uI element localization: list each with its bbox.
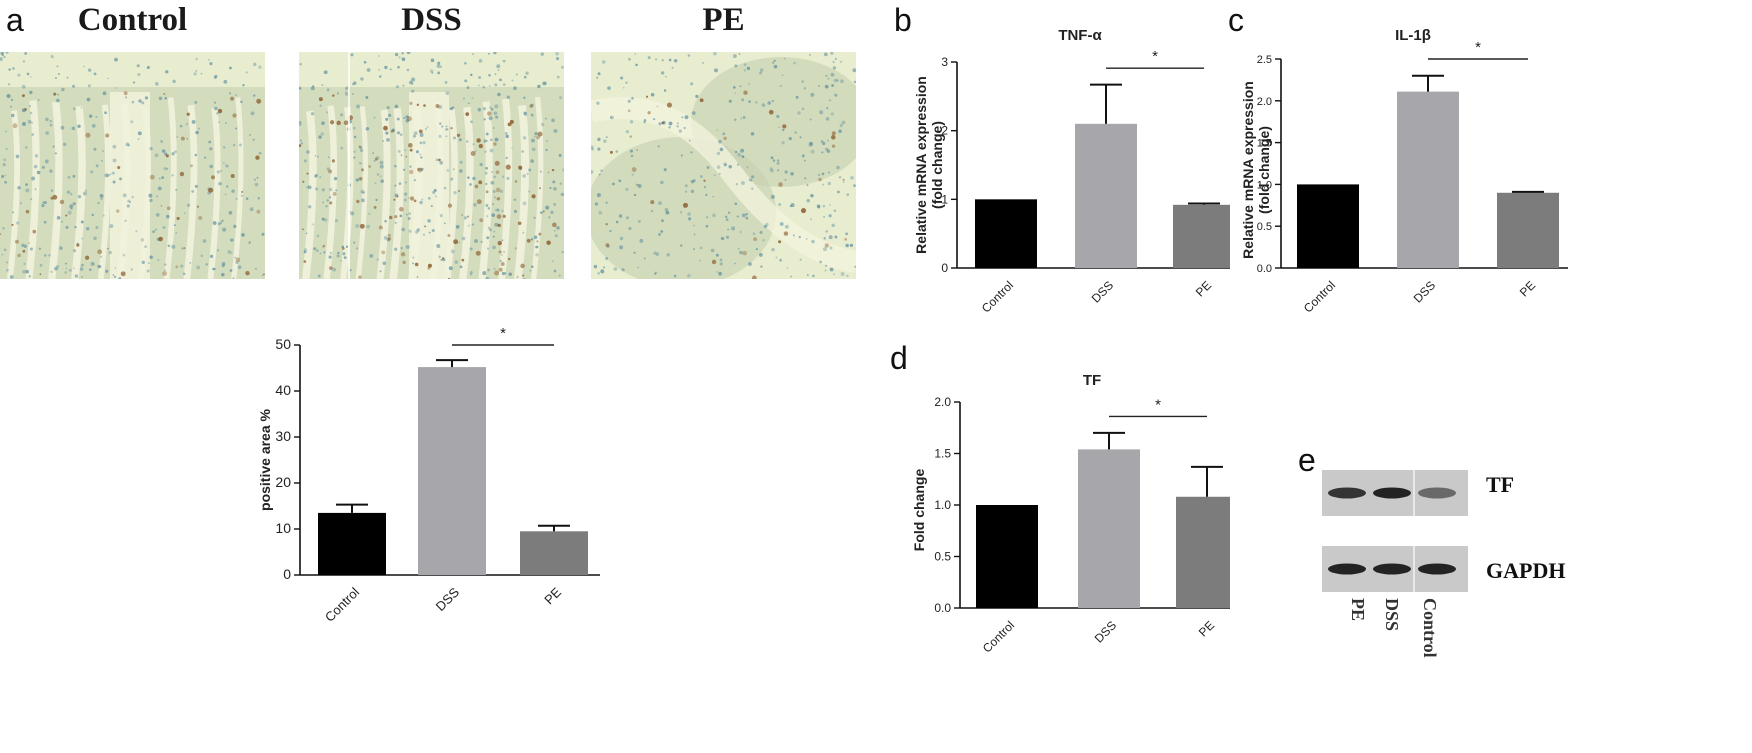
category-label: PE xyxy=(1193,278,1214,299)
significance-marker: * xyxy=(1155,396,1161,413)
panel-label-c: c xyxy=(1228,2,1244,38)
bar-pe xyxy=(520,531,588,575)
plot-area: 0 10 20 30 40 50 Control DSS PE * xyxy=(275,325,600,625)
western-blot: TF GAPDH PE DSS Control xyxy=(1320,470,1590,750)
y-tick-label: 0.0 xyxy=(934,601,951,615)
category-label: Control xyxy=(980,618,1017,655)
y-tick-label: 1.5 xyxy=(1257,138,1272,150)
bar-chart-il-1-beta: 0.0 0.5 1.0 1.5 2.0 2.5 Control DSS PE * IL-1β Rela… xyxy=(1240,27,1568,315)
bar-pe xyxy=(1497,192,1559,268)
plot-area: 0 1 2 3 Control DSS PE * xyxy=(941,48,1230,315)
histology-image-control xyxy=(0,52,265,279)
histology-title-dss: DSS xyxy=(401,2,462,38)
y-axis-label: positive area % xyxy=(257,408,273,510)
lane-label-control: Control xyxy=(1420,598,1440,658)
bar-dss xyxy=(1075,123,1137,268)
bar-control xyxy=(975,199,1037,268)
y-tick-label: 0 xyxy=(941,261,948,275)
y-tick-label: 2.0 xyxy=(1257,96,1272,108)
histology-image-dss xyxy=(299,52,564,279)
category-label: PE xyxy=(1196,618,1217,639)
blot-label-tf: TF xyxy=(1486,472,1515,497)
blot-label-gapdh: GAPDH xyxy=(1486,558,1566,583)
bar-dss xyxy=(1397,91,1459,268)
tf-band-control xyxy=(1418,487,1456,499)
histology-image-pe xyxy=(591,52,856,279)
plot-area: 0.0 0.5 1.0 1.5 2.0 2.5 Control DSS PE * xyxy=(1257,39,1568,315)
panel-label-a: a xyxy=(6,2,24,38)
y-tick-label: 2 xyxy=(941,124,948,138)
lane-label-pe: PE xyxy=(1348,598,1368,622)
lane-label-dss: DSS xyxy=(1382,598,1402,632)
tf-band-pe xyxy=(1328,487,1366,499)
y-tick-label: 1.0 xyxy=(1257,179,1272,191)
histology-title-pe: PE xyxy=(702,2,745,38)
y-tick-label: 0.0 xyxy=(1257,263,1272,275)
gapdh-band-dss xyxy=(1373,563,1411,575)
significance-marker: * xyxy=(1152,48,1158,65)
bar-chart-tf: 0.0 0.5 1.0 1.5 2.0 Control DSS PE * TF Fold chang… xyxy=(911,372,1230,655)
blot-strip-gapdh xyxy=(1322,546,1468,592)
y-tick-label: 2.5 xyxy=(1257,54,1272,66)
y-tick-label: 50 xyxy=(275,336,291,352)
blot-strip-tf xyxy=(1322,470,1468,516)
bar-chart-tnf-alpha: 0 1 2 3 Control DSS PE * TNF-α Relative mRNA expr… xyxy=(913,27,1230,315)
panel-label-e: e xyxy=(1298,442,1316,478)
bar-control xyxy=(1297,184,1359,268)
category-label: DSS xyxy=(1411,278,1438,305)
category-label: PE xyxy=(1517,278,1538,299)
panel-label-b: b xyxy=(894,2,912,38)
y-tick-label: 0.5 xyxy=(1257,221,1272,233)
y-tick-label: 1 xyxy=(941,192,948,206)
category-label: PE xyxy=(541,584,564,607)
category-label: Control xyxy=(1301,278,1338,315)
bar-control xyxy=(318,512,386,575)
y-tick-label: 1.5 xyxy=(934,447,951,461)
chart-title: TNF-α xyxy=(1058,27,1102,44)
significance-marker: * xyxy=(500,325,506,342)
y-tick-label: 10 xyxy=(275,520,291,536)
y-tick-label: 0 xyxy=(283,566,291,582)
y-axis-label: Fold change xyxy=(911,469,927,552)
y-axis-label: Relative mRNA expression(fold change) xyxy=(1240,81,1272,259)
y-tick-label: 0.5 xyxy=(934,550,951,564)
bar-control xyxy=(976,505,1038,608)
y-tick-label: 20 xyxy=(275,474,291,490)
category-label: Control xyxy=(322,584,362,624)
category-label: Control xyxy=(979,278,1016,315)
gapdh-band-pe xyxy=(1328,563,1366,575)
bar-pe xyxy=(1176,496,1230,608)
gapdh-band-control xyxy=(1418,563,1456,575)
panel-label-d: d xyxy=(890,340,908,376)
bar-pe xyxy=(1173,204,1230,268)
bar-dss xyxy=(418,367,486,575)
bar-dss xyxy=(1078,449,1140,608)
category-label: DSS xyxy=(433,584,463,614)
plot-area: 0.0 0.5 1.0 1.5 2.0 Control DSS PE * xyxy=(934,395,1230,655)
chart-title: TF xyxy=(1083,372,1101,389)
tf-band-dss xyxy=(1373,487,1411,499)
y-tick-label: 3 xyxy=(941,55,948,69)
significance-marker: * xyxy=(1475,39,1481,56)
y-tick-label: 2.0 xyxy=(934,395,951,409)
category-label: DSS xyxy=(1089,278,1116,305)
category-label: DSS xyxy=(1092,618,1119,645)
y-tick-label: 40 xyxy=(275,382,291,398)
y-tick-label: 1.0 xyxy=(934,498,951,512)
chart-title: IL-1β xyxy=(1395,27,1431,44)
y-axis-label: Relative mRNA expression(fold change) xyxy=(913,76,945,254)
y-tick-label: 30 xyxy=(275,428,291,444)
histology-title-control: Control xyxy=(77,2,188,38)
bar-chart-positive-area: 0 10 20 30 40 50 Control DSS PE * positive area % xyxy=(257,325,600,625)
